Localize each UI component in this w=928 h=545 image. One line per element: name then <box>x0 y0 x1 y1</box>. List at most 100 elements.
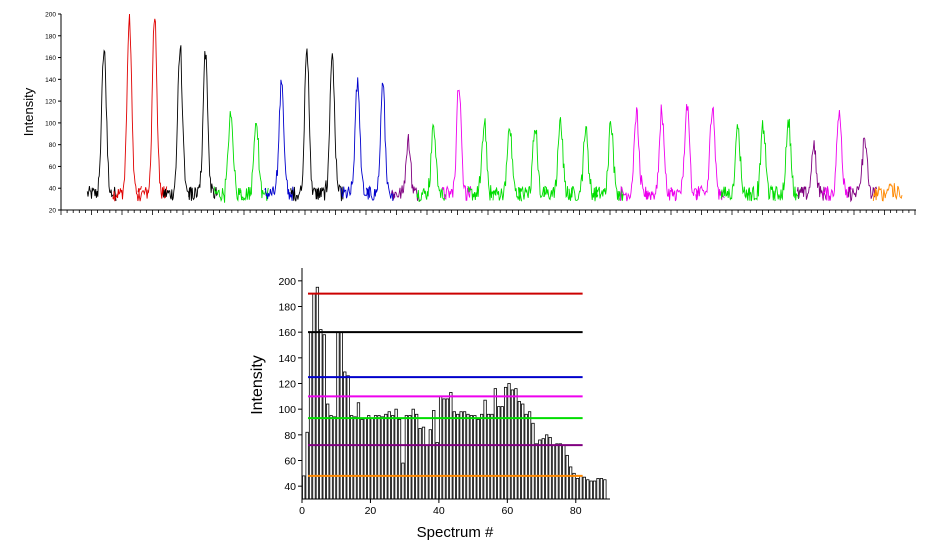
spectrum-bar <box>343 371 347 500</box>
spectrum-bar <box>493 388 497 500</box>
bottom-y-tick-label: 140 <box>278 353 296 365</box>
top-y-axis-title: Intensity <box>21 87 36 136</box>
top-y-tick-label: 200 <box>45 12 56 19</box>
spectrum-peak-25 <box>695 106 725 201</box>
bottom-bar-chart: Intensity Spectrum # 40 60 80 100 120 140 160 1… <box>249 268 610 541</box>
spectrum-bar <box>555 443 559 500</box>
spectrum-peak-11 <box>340 77 371 200</box>
spectrum-bar <box>507 383 511 500</box>
spectrum-bar <box>517 401 521 500</box>
spectrum-bar <box>514 388 518 500</box>
spectrum-bar <box>367 415 371 500</box>
spectrum-peak-32 <box>872 183 903 202</box>
spectrum-bar <box>339 331 343 500</box>
spectrum-bar <box>360 419 364 500</box>
spectrum-bar <box>476 419 480 500</box>
spectrum-peak-27 <box>746 120 776 202</box>
spectrum-bar <box>462 411 467 500</box>
spectrum-peak-14 <box>416 123 447 202</box>
bottom-x-tick-label: 40 <box>433 505 445 517</box>
spectrum-bar <box>421 426 426 500</box>
bottom-y-tick-label: 160 <box>278 327 296 339</box>
spectrum-bar <box>524 413 528 500</box>
spectrum-bar <box>490 413 494 500</box>
spectrum-bar <box>329 415 333 500</box>
spectrum-peak-13 <box>391 133 421 203</box>
bottom-x-tick-label: 60 <box>501 505 513 517</box>
spectrum-bar <box>397 419 402 500</box>
top-y-tick-label: 100 <box>45 120 56 127</box>
spectrum-bar <box>534 443 539 500</box>
spectrum-bar <box>569 466 573 500</box>
spectrum-bar <box>442 398 446 500</box>
spectrum-bar <box>531 422 535 500</box>
spectrum-bar <box>438 395 443 500</box>
spectrum-bar <box>415 413 419 500</box>
top-y-tick-label: 140 <box>45 77 56 84</box>
bottom-y-tick-label: 60 <box>284 456 296 468</box>
spectrum-bar <box>452 411 456 500</box>
spectrum-bar <box>332 416 337 500</box>
spectrum-bar <box>582 476 586 500</box>
bottom-x-tick-label: 20 <box>365 505 377 517</box>
spectrum-bar <box>459 411 463 500</box>
bottom-y-tick-label: 40 <box>284 481 296 493</box>
spectrum-peak-21 <box>593 121 624 201</box>
spectrum-peak-15 <box>441 89 472 201</box>
spectrum-bar <box>579 475 583 500</box>
spectrum-peak-9 <box>290 48 320 202</box>
spectrum-bar <box>483 399 487 500</box>
spectrum-bar <box>394 408 398 500</box>
top-spectra-chart: Intensity 20 40 60 80 100 120 140 160 180 200 <box>21 12 916 215</box>
spectrum-peak-19 <box>543 117 573 201</box>
top-y-tick-label: 120 <box>45 99 56 106</box>
spectrum-bar <box>308 331 313 500</box>
spectrum-bar <box>548 436 552 500</box>
spectrum-bar <box>586 479 590 500</box>
spectrum-bar <box>466 413 470 500</box>
spectrum-bar <box>486 413 491 500</box>
spectrum-bar <box>603 479 607 500</box>
spectrum-bar <box>541 438 545 500</box>
spectrum-bar <box>387 411 391 500</box>
spectrum-bar <box>435 442 439 500</box>
spectrum-peak-6 <box>213 111 244 203</box>
spectrum-peak-28 <box>771 118 802 201</box>
spectrum-peak-26 <box>720 124 751 201</box>
spectrum-bar <box>592 480 597 500</box>
spectrum-bar <box>305 431 309 500</box>
spectrum-bar <box>425 444 429 500</box>
spectrum-bar <box>370 417 374 500</box>
spectrum-peak-18 <box>517 129 548 201</box>
spectrum-bar <box>562 444 566 500</box>
spectrum-bar <box>380 416 385 500</box>
spectrum-bar <box>418 428 422 500</box>
spectrum-peak-23 <box>644 104 675 201</box>
spectrum-bar <box>599 478 604 500</box>
spectrum-bar <box>527 411 532 500</box>
spectrum-peak-7 <box>239 122 269 202</box>
spectrum-bar <box>589 480 593 500</box>
top-y-tick-label: 80 <box>49 142 57 149</box>
spectrum-bar <box>497 406 501 500</box>
spectrum-bar <box>596 478 600 500</box>
spectrum-bar <box>432 410 436 500</box>
spectrum-bar <box>315 286 320 500</box>
spectrum-peak-24 <box>670 104 700 202</box>
spectrum-peak-17 <box>492 127 523 202</box>
top-y-tick-label: 40 <box>49 186 57 193</box>
spectrum-peak-16 <box>467 118 497 201</box>
bottom-y-tick-label: 180 <box>278 302 296 314</box>
spectrum-peak-8 <box>264 79 294 201</box>
spectrum-bar <box>572 472 576 500</box>
spectrum-peak-12 <box>365 82 396 202</box>
top-y-tick-label: 160 <box>45 55 56 62</box>
spectrum-peak-20 <box>568 126 599 202</box>
spectrum-bar <box>456 413 460 500</box>
spectrum-bar <box>349 415 354 500</box>
spectrum-bar <box>319 329 323 500</box>
bottom-y-axis-title: Intensity <box>249 355 266 415</box>
spectrum-bar <box>384 413 388 500</box>
bottom-x-tick-label: 80 <box>570 505 582 517</box>
